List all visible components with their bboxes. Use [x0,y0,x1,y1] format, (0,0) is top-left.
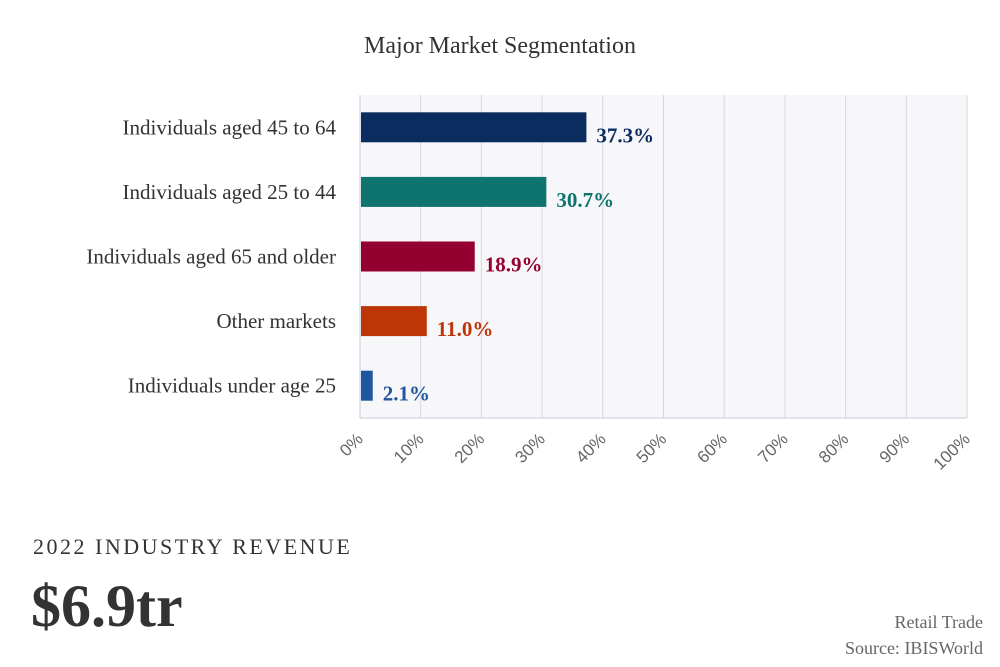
x-tick-label: 90% [876,429,913,466]
x-tick-label: 100% [930,429,974,473]
x-tick-label: 60% [694,429,731,466]
category-label: Individuals under age 25 [128,374,336,398]
x-tick-label: 20% [451,429,488,466]
x-tick-label: 30% [511,429,548,466]
footer: Retail Trade Source: IBISWorld [845,609,983,661]
data-label: 37.3% [596,123,654,147]
category-label: Individuals aged 65 and older [86,245,336,269]
x-tick-label: 80% [815,429,852,466]
revenue-value: $6.9tr [31,573,183,639]
source-credit: Source: IBISWorld [844,638,983,658]
bar [361,176,547,207]
x-tick-label: 40% [572,429,609,466]
x-tick-label: 10% [390,429,427,466]
bar [361,241,475,272]
category-label: Individuals aged 45 to 64 [123,115,337,139]
industry-name: Retail Trade [894,612,984,632]
bar [361,112,587,143]
data-label: 11.0% [437,317,494,341]
category-label: Other markets [216,309,336,333]
data-label: 30.7% [556,188,614,212]
market-segmentation-chart: Major Market Segmentation Individuals ag… [86,33,974,474]
x-tick-label: 70% [754,429,791,466]
revenue-caption: 2022 INDUSTRY REVENUE [33,534,353,559]
bar [361,370,373,401]
category-label: Individuals aged 25 to 44 [123,180,337,204]
bar [361,306,427,337]
data-label: 18.9% [485,253,543,277]
data-label: 2.1% [383,382,430,406]
chart-title: Major Market Segmentation [364,33,636,59]
x-tick-label: 50% [633,429,670,466]
x-tick-label: 0% [336,429,367,460]
